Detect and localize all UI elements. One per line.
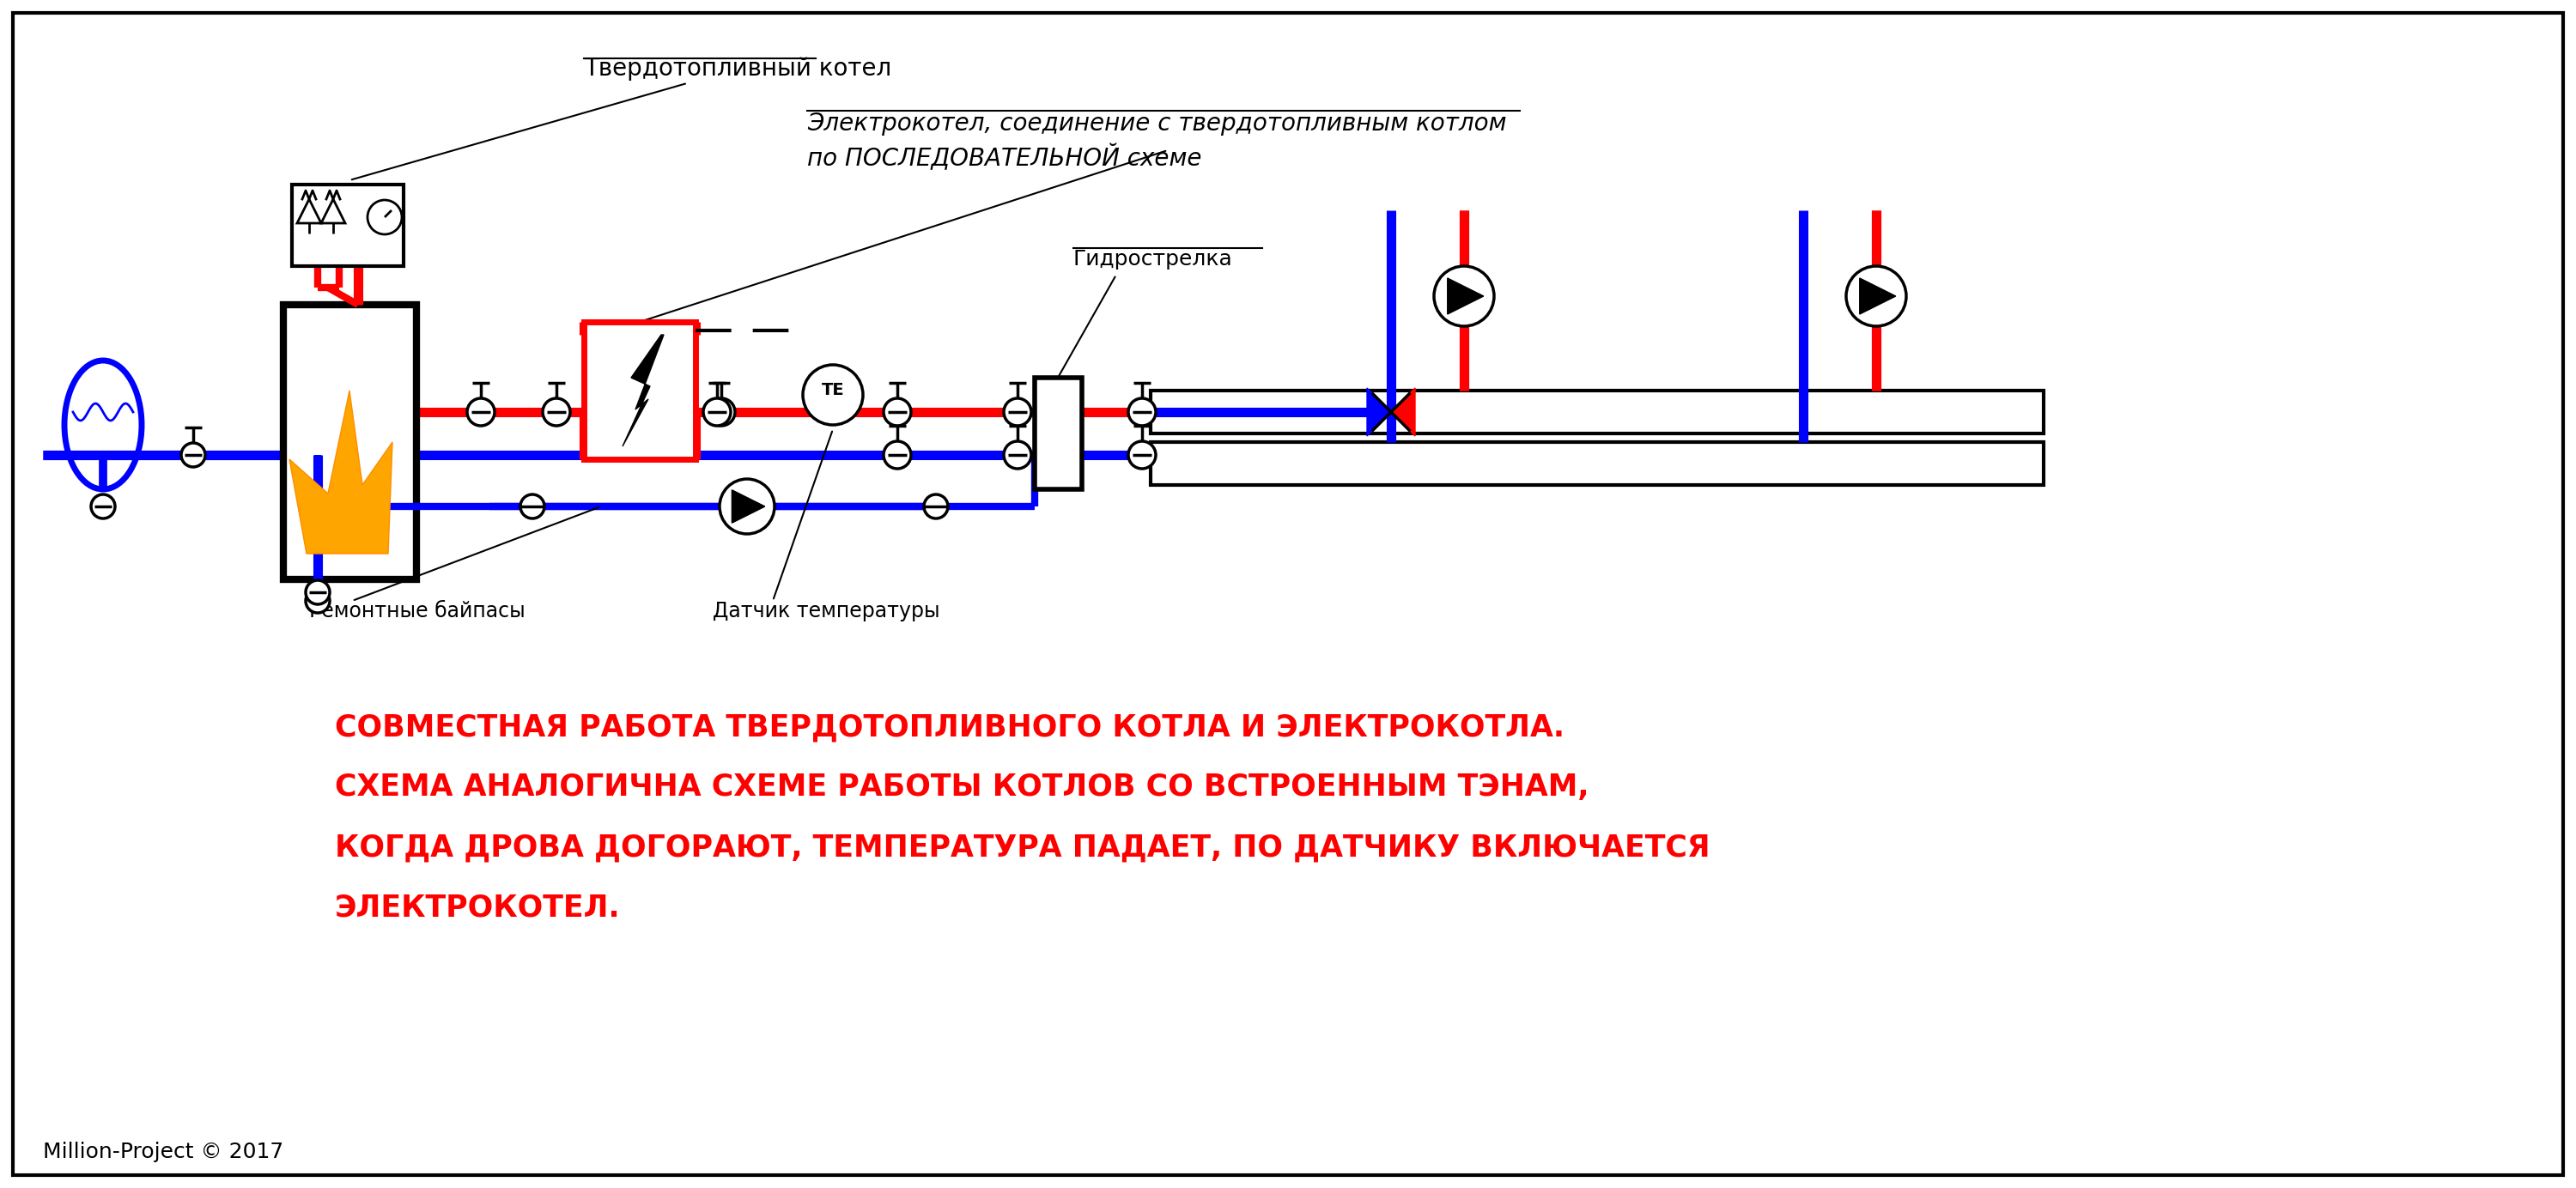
- Circle shape: [180, 443, 206, 467]
- Text: TE: TE: [822, 381, 845, 398]
- Circle shape: [520, 494, 544, 518]
- Circle shape: [1435, 266, 1494, 327]
- Bar: [283, 305, 417, 580]
- Text: Датчик температуры: Датчик температуры: [714, 601, 940, 621]
- Polygon shape: [1448, 278, 1484, 314]
- Circle shape: [884, 398, 912, 425]
- Polygon shape: [623, 335, 665, 447]
- Text: по ПОСЛЕДОВАТЕЛЬНОЙ схеме: по ПОСЛЕДОВАТЕЛЬНОЙ схеме: [806, 144, 1200, 171]
- Bar: [1151, 442, 2043, 485]
- Text: Твердотопливный котел: Твердотопливный котел: [353, 57, 891, 179]
- Circle shape: [719, 479, 775, 533]
- Circle shape: [1128, 441, 1157, 469]
- Text: КОГДА ДРОВА ДОГОРАЮТ, ТЕМПЕРАТУРА ПАДАЕТ, ПО ДАТЧИКУ ВКЛЮЧАЕТСЯ: КОГДА ДРОВА ДОГОРАЮТ, ТЕМПЕРАТУРА ПАДАЕТ…: [335, 833, 1710, 861]
- Circle shape: [804, 365, 863, 425]
- Bar: [291, 184, 404, 266]
- Circle shape: [1005, 398, 1030, 425]
- Circle shape: [884, 441, 912, 469]
- Circle shape: [307, 580, 330, 605]
- Circle shape: [368, 200, 402, 234]
- Text: ЭЛЕКТРОКОТЕЛ.: ЭЛЕКТРОКОТЕЛ.: [335, 892, 621, 922]
- Text: Million-Project © 2017: Million-Project © 2017: [44, 1142, 283, 1162]
- Bar: [1151, 391, 2043, 434]
- Circle shape: [90, 494, 116, 518]
- Text: Ремонтные байпасы: Ремонтные байпасы: [309, 601, 526, 621]
- Circle shape: [1005, 441, 1030, 469]
- Circle shape: [1128, 398, 1157, 425]
- Circle shape: [703, 398, 732, 425]
- Circle shape: [925, 494, 948, 518]
- Circle shape: [544, 398, 569, 425]
- Polygon shape: [1860, 278, 1896, 314]
- Polygon shape: [732, 489, 765, 523]
- Text: Электрокотел, соединение с твердотопливным котлом: Электрокотел, соединение с твердотопливн…: [806, 112, 1507, 135]
- Bar: [1036, 378, 1082, 489]
- Polygon shape: [289, 391, 392, 554]
- Polygon shape: [1391, 388, 1414, 436]
- Bar: [585, 322, 696, 460]
- Circle shape: [466, 398, 495, 425]
- Polygon shape: [1368, 388, 1391, 436]
- Circle shape: [1847, 266, 1906, 327]
- Text: СОВМЕСТНАЯ РАБОТА ТВЕРДОТОПЛИВНОГО КОТЛА И ЭЛЕКТРОКОТЛА.: СОВМЕСТНАЯ РАБОТА ТВЕРДОТОПЛИВНОГО КОТЛА…: [335, 713, 1564, 741]
- Text: СХЕМА АНАЛОГИЧНА СХЕМЕ РАБОТЫ КОТЛОВ СО ВСТРОЕННЫМ ТЭНАМ,: СХЕМА АНАЛОГИЧНА СХЕМЕ РАБОТЫ КОТЛОВ СО …: [335, 772, 1589, 802]
- Circle shape: [708, 398, 734, 425]
- Circle shape: [307, 589, 330, 613]
- Text: Гидрострелка: Гидрострелка: [1074, 249, 1234, 270]
